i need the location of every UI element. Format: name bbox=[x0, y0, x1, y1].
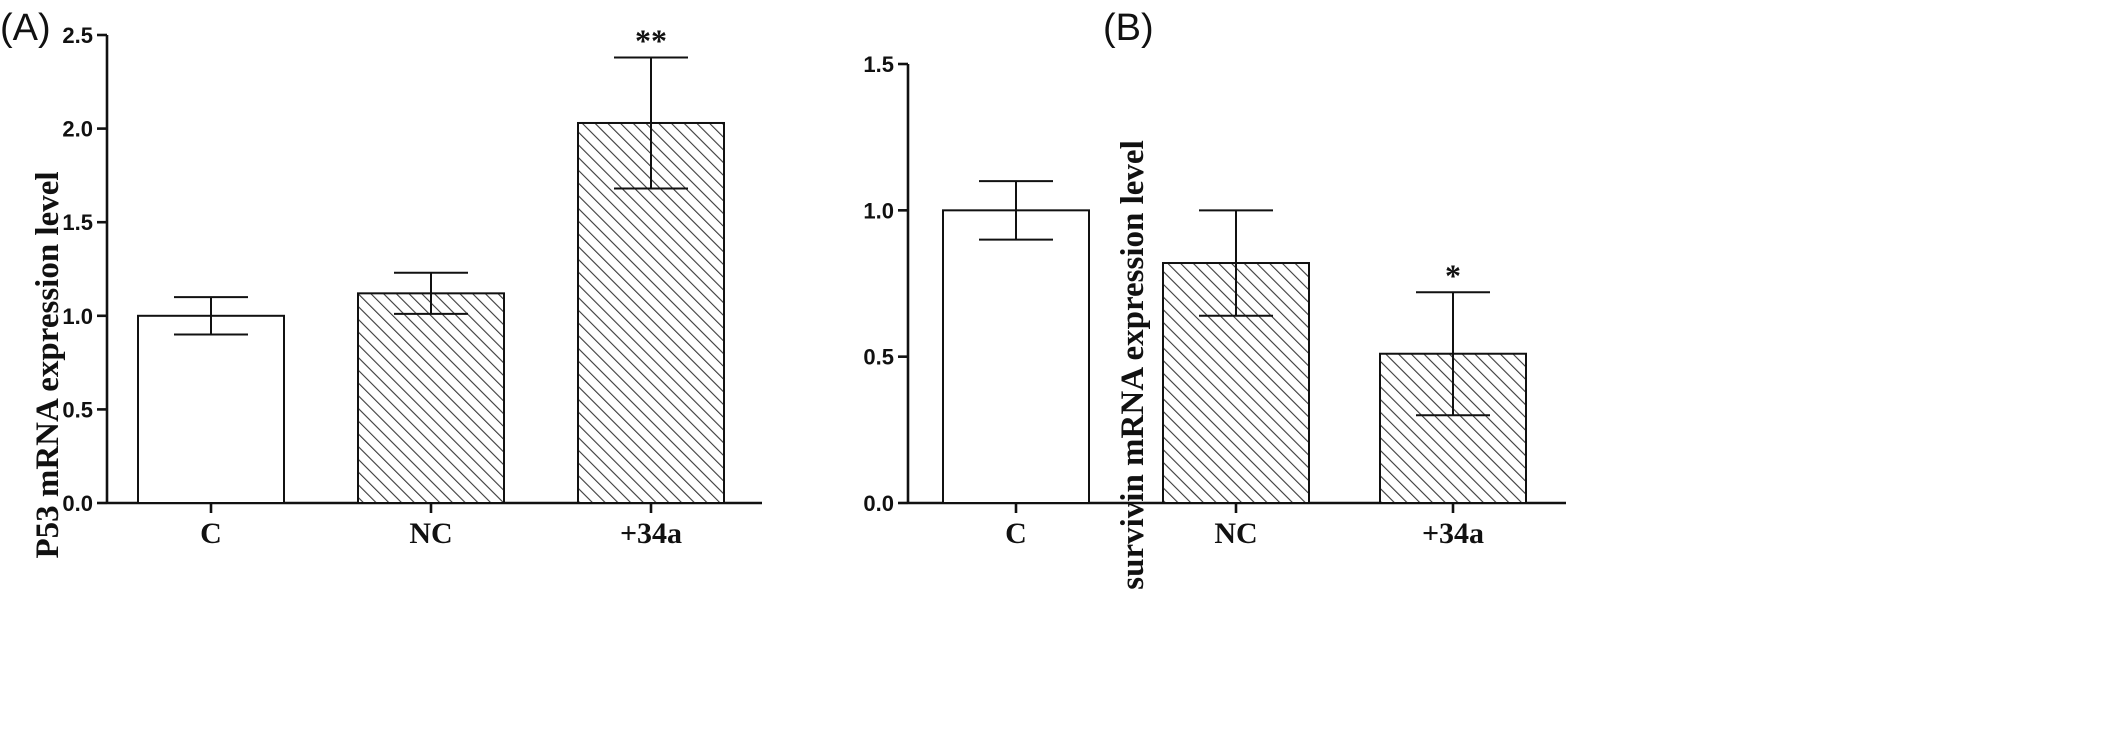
panel-a-y-axis-title: P53 mRNA expression level bbox=[30, 171, 66, 558]
panel-b-plot-area: 0.0 0.5 1.0 1.5 C NC +34a * bbox=[863, 52, 1566, 550]
panel-b-y-tick-label: 1.5 bbox=[863, 52, 894, 77]
panel-b-y-tick-label: 0.5 bbox=[863, 345, 894, 370]
panel-a-y-tick-label: 0.0 bbox=[62, 491, 93, 516]
panel-a-y-tick-label: 0.5 bbox=[62, 397, 93, 422]
panel-a-bar-0 bbox=[137, 314, 285, 504]
panel-b-significance-label: * bbox=[1445, 257, 1461, 293]
panel-a-category-label: +34a bbox=[620, 517, 682, 550]
panel-b-category-label: NC bbox=[1214, 517, 1257, 550]
panel-b-category-label: +34a bbox=[1422, 517, 1484, 550]
panel-b-y-tick-label: 0.0 bbox=[863, 491, 894, 516]
panel-b-label: (B) bbox=[1103, 7, 1154, 49]
panel-a-category-label: NC bbox=[409, 517, 452, 550]
panel-b-y-axis-title: survivin mRNA expression level bbox=[1115, 140, 1151, 589]
panel-a-y-tick-label: 1.0 bbox=[62, 304, 93, 329]
panel-b-y-tick-label: 1.0 bbox=[863, 198, 894, 223]
panel-b: (B) survivin mRNA expression level 0.00.… bbox=[863, 7, 1566, 590]
panel-a: (A) P53 mRNA expression level 0.0 0.5 1.0 1… bbox=[0, 7, 762, 559]
panel-b-category-label: C bbox=[1005, 517, 1027, 550]
panel-a-label: (A) bbox=[0, 7, 51, 49]
panel-a-y-tick-label: 1.5 bbox=[62, 210, 93, 235]
panel-a-y-tick-label: 2.5 bbox=[62, 23, 93, 48]
panel-a-significance-label: ** bbox=[635, 22, 667, 58]
panel-a-category-label: C bbox=[200, 517, 222, 550]
panel-a-y-tick-label: 2.0 bbox=[62, 117, 93, 142]
panel-a-plot-area: 0.0 0.5 1.0 1.5 2.0 2.5 C NC +34a ** bbox=[62, 22, 762, 550]
panel-b-bar-0 bbox=[942, 209, 1090, 504]
panel-a-bar-1 bbox=[357, 292, 505, 504]
